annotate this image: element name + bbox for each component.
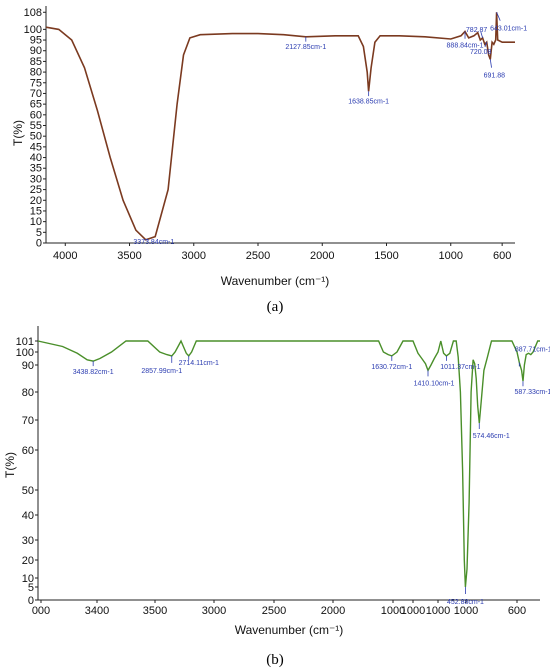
- chart-a-ytick-label: 45: [30, 141, 42, 153]
- chart-a-ytick-label: 30: [30, 173, 42, 185]
- chart-b-annotation: 2714.11cm-1: [179, 360, 219, 367]
- chart-a-ytick-label: 40: [30, 152, 42, 164]
- chart-b-ytick-label: 100: [16, 347, 34, 359]
- chart-b-annotation: 3438.82cm-1: [73, 369, 114, 376]
- chart-b-ytick-label: 40: [22, 510, 34, 522]
- chart-b-ytick-label: 60: [22, 445, 34, 457]
- chart-b-xtick-label: 1000: [401, 605, 425, 617]
- chart-a-annotation: 3373.84cm-1: [133, 239, 174, 246]
- chart-a-annotation-leader: [480, 31, 484, 39]
- chart-a-ytick-label: 15: [30, 205, 42, 217]
- chart-b-annotation: 887.71cm-1: [515, 346, 550, 353]
- chart-a-ytick-label: 55: [30, 120, 42, 132]
- chart-b-ytick-label: 5: [28, 582, 34, 594]
- chart-b-ylabel: T(%): [3, 452, 17, 478]
- chart-a-annotation-leader: [484, 42, 488, 48]
- chart-b-ytick-label: 20: [22, 555, 34, 567]
- chart-a-ytick-label: 10: [30, 216, 42, 228]
- chart-b-xlabel: Wavenumber (cm⁻¹): [235, 623, 344, 637]
- chart-a-annotation: 1638.85cm-1: [348, 98, 389, 105]
- chart-a-xtick-label: 3500: [117, 250, 141, 262]
- chart-b-ytick-label: 80: [22, 387, 34, 399]
- chart-b-annotation: 574.46cm-1: [473, 433, 510, 440]
- chart-a-ylabel: T(%): [11, 120, 25, 146]
- chart-a-ytick-label: 20: [30, 195, 42, 207]
- chart-b-ytick-label: 101: [16, 336, 34, 348]
- chart-a-xtick-label: 2500: [246, 250, 270, 262]
- chart-a-ytick-label: 85: [30, 56, 42, 68]
- chart-b-panel-label: (b): [266, 652, 284, 668]
- chart-a-ytick-label: 25: [30, 184, 42, 196]
- chart-b-ytick-label: 70: [22, 415, 34, 427]
- chart-b-annotation: 587.33cm-1: [514, 389, 550, 396]
- chart-b-xtick-label: 1000: [426, 605, 450, 617]
- chart-b-xtick-label: 000: [32, 605, 50, 617]
- chart-a-ytick-label: 100: [24, 24, 42, 36]
- chart-b-annotation: 1630.72cm-1: [371, 364, 412, 371]
- chart-a-ytick-label: 60: [30, 109, 42, 121]
- chart-a-ytick-label: 5: [36, 227, 42, 239]
- chart-a-annotation: 643.01cm-1: [490, 25, 527, 32]
- chart-a-ytick-label: 50: [30, 131, 42, 143]
- chart-b-ytick-label: 90: [22, 360, 34, 372]
- chart-a-ytick-label: 90: [30, 45, 42, 57]
- chart-a-xtick-label: 4000: [53, 250, 77, 262]
- chart-b-series-line: [37, 339, 540, 588]
- chart-b-ytick-label: 10: [22, 573, 34, 585]
- chart-a-ytick-label: 65: [30, 99, 42, 111]
- chart-a-ytick-label: 70: [30, 88, 42, 100]
- chart-b-xtick-label: 1000: [454, 605, 478, 617]
- chart-a-panel-label: (a): [267, 299, 284, 315]
- chart-a-annotation-leader: [489, 59, 492, 68]
- chart-a-xtick-label: 600: [493, 250, 511, 262]
- chart-a-annotation: 720.08: [470, 49, 492, 56]
- chart-a-annotation-leader: [496, 12, 501, 21]
- chart-a-ytick-label: 80: [30, 67, 42, 79]
- chart-b-annotation: 452.88cm-1: [447, 599, 484, 606]
- chart-b-annotation: 2857.99cm-1: [141, 368, 182, 375]
- chart-b-xtick-label: 3400: [85, 605, 109, 617]
- chart-b-xtick-label: 2000: [321, 605, 345, 617]
- chart-a-ytick-label: 108: [24, 7, 42, 19]
- chart-a-annotation: 691.88: [484, 72, 506, 79]
- chart-a-xtick-label: 1000: [439, 250, 463, 262]
- chart-a-xtick-label: 3000: [182, 250, 206, 262]
- chart-b-xtick-label: 2500: [262, 605, 286, 617]
- chart-a-annotation: 888.84cm-1: [447, 43, 484, 50]
- chart-b-ytick-label: 50: [22, 485, 34, 497]
- chart-b-annotation: 1011.37cm-1: [440, 364, 480, 371]
- chart-b-annotation: 1410.10cm-1: [414, 380, 455, 387]
- chart-a-xtick-label: 2000: [310, 250, 334, 262]
- chart-a-xlabel: Wavenumber (cm⁻¹): [221, 274, 330, 288]
- chart-a: 0510152025303540455055606570758085909510…: [11, 6, 527, 315]
- chart-a-ytick-label: 35: [30, 163, 42, 175]
- chart-b-ytick-label: 30: [22, 535, 34, 547]
- chart-a-annotation: 782.87: [466, 27, 488, 34]
- chart-b-xtick-label: 600: [508, 605, 526, 617]
- chart-a-ytick-label: 75: [30, 77, 42, 89]
- chart-a-xtick-label: 1500: [374, 250, 398, 262]
- chart-b-xtick-label: 3000: [202, 605, 226, 617]
- chart-a-ytick-label: 95: [30, 35, 42, 47]
- chart-b-xtick-label: 1000: [381, 605, 405, 617]
- chart-b-ytick-label: 0: [28, 595, 34, 607]
- chart-a-annotation: 2127.85cm-1: [285, 44, 326, 51]
- chart-a-series-line: [45, 12, 515, 241]
- chart-b-xtick-label: 3500: [143, 605, 167, 617]
- chart-a-ytick-label: 0: [36, 238, 42, 250]
